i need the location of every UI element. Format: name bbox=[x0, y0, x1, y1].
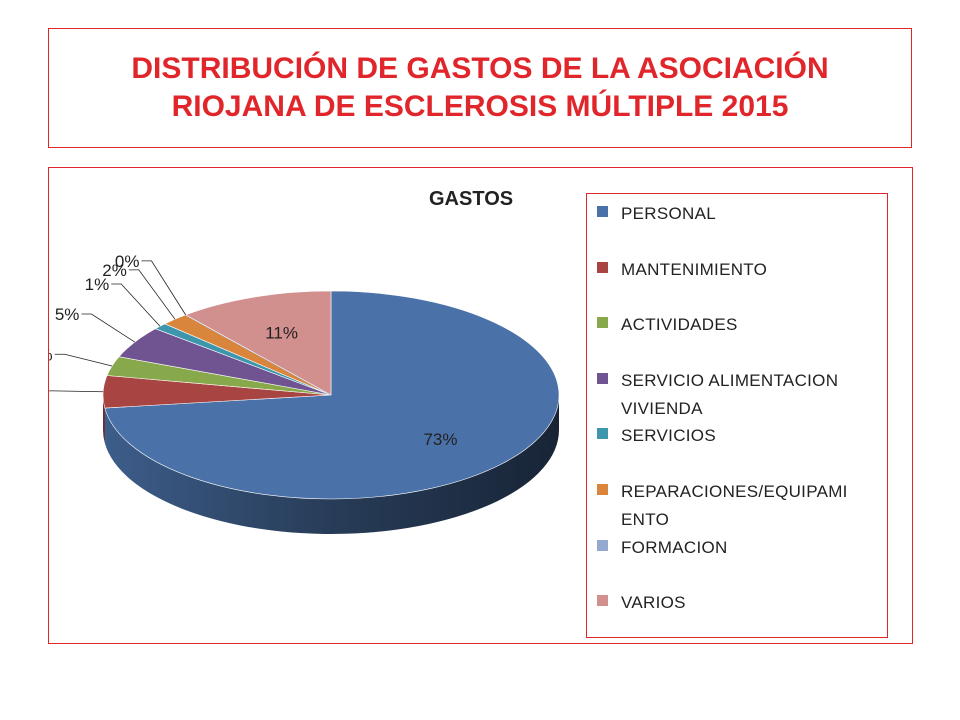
data-label-actividades: 3% bbox=[49, 345, 53, 364]
legend-label: ACTIVIDADES bbox=[621, 315, 738, 335]
leader-line bbox=[111, 283, 161, 327]
data-label-varios: 11% bbox=[265, 323, 298, 342]
legend-swatch bbox=[597, 428, 608, 440]
legend-swatch bbox=[597, 595, 608, 607]
legend-swatch bbox=[597, 206, 608, 217]
pie-slice-varios bbox=[184, 290, 332, 396]
data-label-servicios: 1% bbox=[85, 275, 110, 294]
leader-line bbox=[81, 313, 135, 343]
legend-swatch bbox=[597, 317, 608, 329]
pie-chart: 73%5%3%5%1%2%0%11% bbox=[49, 252, 560, 535]
data-label-formacion: 0% bbox=[115, 252, 140, 271]
data-label-servicio-alimentacion-vivienda: 5% bbox=[55, 305, 80, 324]
legend-label: VARIOS bbox=[621, 593, 686, 613]
legend-label: MANTENIMIENTO bbox=[621, 259, 768, 279]
leader-line bbox=[49, 390, 104, 393]
data-label-reparaciones-equipamiento: 2% bbox=[102, 261, 127, 280]
leader-line bbox=[54, 353, 113, 367]
data-label-personal: 73% bbox=[423, 430, 457, 449]
legend-label: PERSONAL bbox=[621, 204, 716, 223]
chart-title: GASTOS bbox=[429, 188, 514, 210]
leader-line bbox=[141, 260, 187, 316]
leader-line bbox=[128, 269, 176, 320]
pie-slice-personal bbox=[104, 290, 560, 500]
legend-label: SERVICIO ALIMENTACION VIVIENDA bbox=[621, 370, 839, 418]
legend-swatch bbox=[597, 261, 608, 273]
legend-label: SERVICIOS bbox=[621, 426, 716, 446]
slide-title: DISTRIBUCIÓN DE GASTOS DE LA ASOCIACIÓN … bbox=[131, 52, 829, 123]
legend: PERSONAL MANTENIMIENTO ACTIVIDADES SERVICIO… bbox=[586, 193, 888, 638]
legend-label: REPARACIONES/EQUIPAMI ENTO bbox=[621, 482, 848, 529]
legend-swatch bbox=[597, 539, 608, 551]
legend-swatch bbox=[597, 484, 608, 495]
legend-swatch bbox=[597, 372, 608, 384]
chart-frame: GASTOS 73%5%3%5%1%2%0%11% PERSONALMANTEN… bbox=[48, 167, 913, 644]
title-box: DISTRIBUCIÓN DE GASTOS DE LA ASOCIACIÓN … bbox=[48, 28, 912, 148]
pie-side-personal bbox=[104, 395, 559, 535]
legend-label: FORMACION bbox=[621, 537, 728, 557]
